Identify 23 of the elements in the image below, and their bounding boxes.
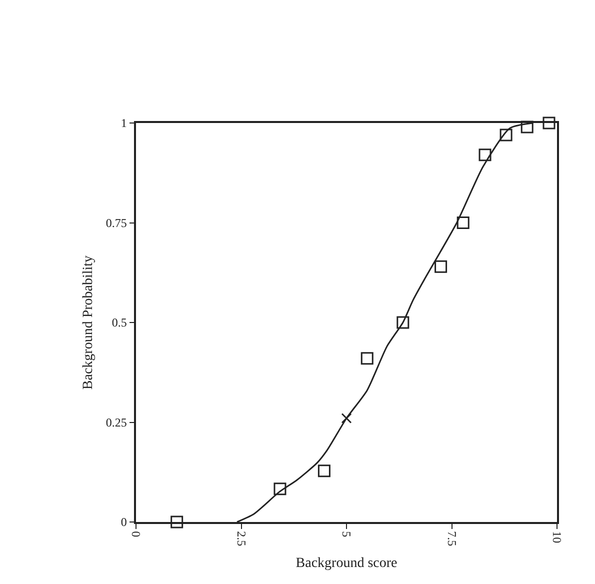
y-axis-title: Background Probability (80, 255, 96, 390)
point (318, 464, 330, 478)
point (360, 352, 374, 365)
y-tick-label: 0.5 (112, 316, 127, 330)
x-axis-title: Background score (296, 556, 398, 571)
x-tick-label: 0 (129, 531, 144, 538)
x-tick-label: 5 (340, 531, 354, 538)
point (274, 482, 286, 496)
y-tick-label: 0.75 (106, 216, 127, 230)
point (341, 413, 352, 424)
point (456, 216, 470, 229)
point (478, 148, 492, 162)
point (434, 260, 448, 273)
point (542, 116, 556, 130)
point (500, 128, 512, 142)
x-tick-label: 10 (550, 531, 564, 544)
point (170, 516, 184, 528)
y-tick-label: 1 (120, 116, 127, 130)
point (396, 316, 410, 329)
point (520, 120, 534, 134)
x-tick-label: 7.5 (444, 531, 459, 546)
x-tick-label: 2.5 (234, 531, 248, 546)
y-tick-label: 0.25 (106, 415, 127, 430)
